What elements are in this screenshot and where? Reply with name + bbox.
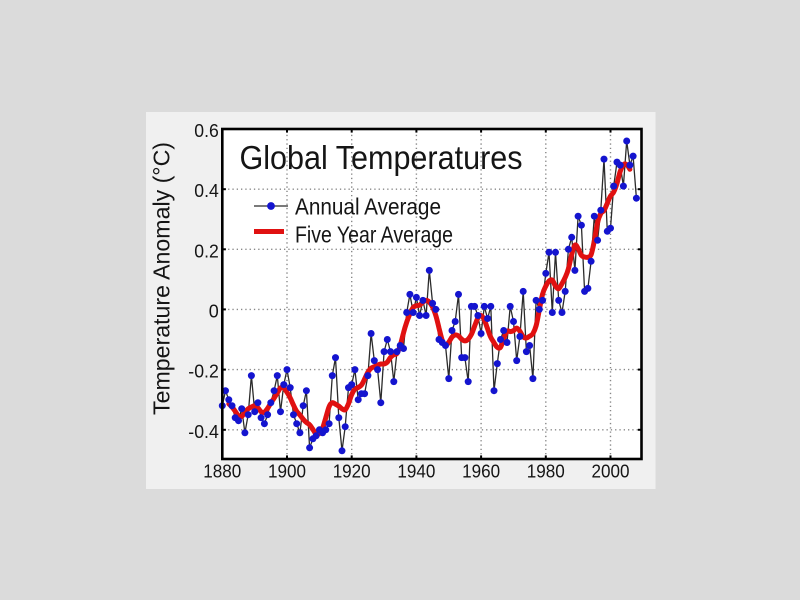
svg-text:1940: 1940 xyxy=(397,462,435,482)
svg-text:1920: 1920 xyxy=(333,462,371,482)
svg-text:0.4: 0.4 xyxy=(194,181,219,201)
svg-text:Global Temperatures: Global Temperatures xyxy=(240,139,523,176)
svg-text:Five Year Average: Five Year Average xyxy=(295,221,453,247)
svg-text:-0.4: -0.4 xyxy=(188,422,219,442)
svg-text:-0.2: -0.2 xyxy=(188,362,219,382)
svg-text:0: 0 xyxy=(209,301,219,321)
svg-text:0.2: 0.2 xyxy=(194,241,219,261)
svg-text:2000: 2000 xyxy=(592,462,630,482)
svg-text:Temperature Anomaly (°C): Temperature Anomaly (°C) xyxy=(149,142,175,415)
svg-text:0.6: 0.6 xyxy=(194,121,219,141)
svg-text:1960: 1960 xyxy=(462,462,500,482)
svg-text:1900: 1900 xyxy=(268,462,306,482)
svg-text:1980: 1980 xyxy=(527,462,565,482)
svg-text:1880: 1880 xyxy=(203,462,241,482)
svg-text:Annual Average: Annual Average xyxy=(295,194,441,220)
